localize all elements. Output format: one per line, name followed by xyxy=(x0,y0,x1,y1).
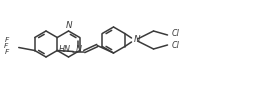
Text: N: N xyxy=(76,44,82,53)
Text: F: F xyxy=(5,36,9,42)
Text: Cl: Cl xyxy=(172,30,179,39)
Text: HN: HN xyxy=(59,44,71,53)
Text: F: F xyxy=(5,49,9,55)
Text: F: F xyxy=(3,42,8,49)
Text: N: N xyxy=(134,36,140,44)
Text: Cl: Cl xyxy=(172,41,179,50)
Text: N: N xyxy=(65,20,72,30)
